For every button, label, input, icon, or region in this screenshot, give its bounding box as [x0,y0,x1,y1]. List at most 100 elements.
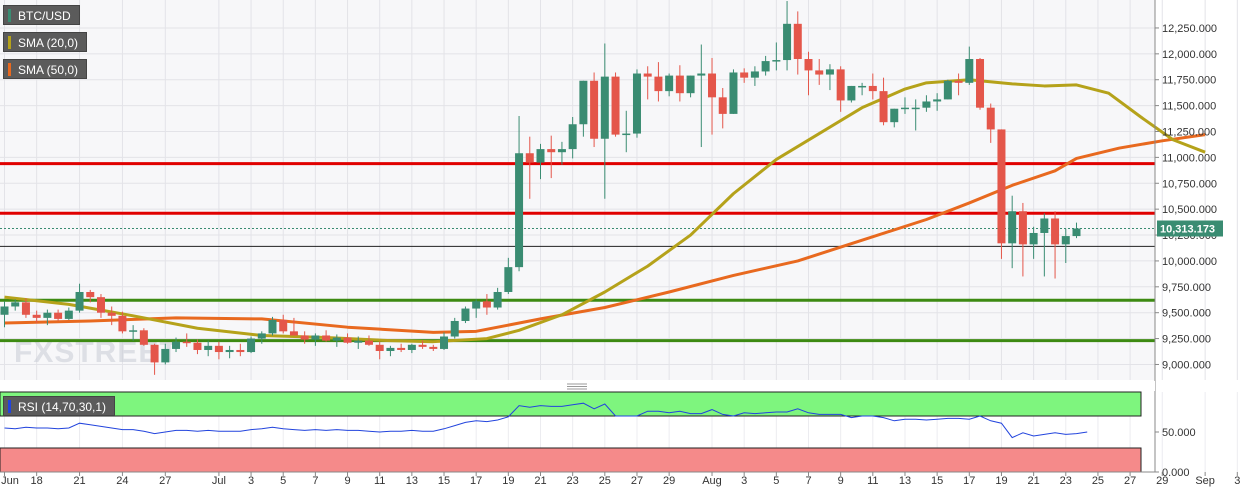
x-tick-label: 27 [631,475,643,487]
candle-body [193,342,202,350]
candle [825,64,834,91]
candle [965,46,974,85]
y-tick-label: 12,250.000 [1162,23,1217,35]
candle-body [204,345,213,350]
candle-body [289,331,298,336]
candle [450,317,459,339]
x-tick-label: 25 [599,475,611,487]
candle [161,343,170,365]
candle [590,72,599,148]
candle [343,333,352,344]
x-tick-label: 18 [31,475,43,487]
candle-body [632,73,641,134]
candle-body [836,69,845,101]
candle-body [922,101,931,108]
candle [911,99,920,131]
legend-rsi[interactable]: RSI (14,70,30,1) [3,396,116,416]
candle-body [472,301,481,309]
legend-rsi-label: RSI (14,70,30,1) [18,400,107,414]
candle-body [322,335,331,341]
candle [525,136,534,199]
candle [504,257,513,295]
candle [665,73,674,97]
candle [579,80,588,137]
candle-body [129,330,138,332]
candle-body [172,341,181,349]
candle-body [1051,218,1060,245]
y-tick-label: 12,000.000 [1162,49,1217,61]
price-axis: 12,250.000 12,000.000 11,750.000 11,500.000… [1154,0,1217,472]
candle-body [96,297,105,313]
candle [708,57,717,135]
candle-body [1061,236,1070,245]
candle-body [225,349,234,353]
candle-body [976,59,985,108]
candle [193,339,202,355]
current-price-label: 10,313.173 [1160,223,1215,235]
candle-body [622,133,631,136]
candle-body [804,59,813,71]
x-tick-label: 5 [280,475,286,487]
x-tick-label: 29 [1156,475,1168,487]
candle [354,336,363,349]
y-tick-label: 11,000.000 [1162,152,1216,164]
candle-body [75,291,84,311]
legend-sma20-label: SMA (20,0) [18,36,79,50]
x-tick-label: Jun [1,475,19,487]
x-tick-label: 15 [931,475,943,487]
candle [1029,226,1038,259]
horizontal-levels [0,162,1155,343]
candle-body [536,149,545,163]
legend-btcusd[interactable]: BTC/USD [3,5,80,25]
candle [740,68,749,83]
candle-body [247,338,256,353]
candle-body [954,80,963,83]
candle-body [450,320,459,337]
candle-body [525,153,534,163]
candle [214,341,223,360]
pane-splitter-handle[interactable] [0,381,1155,391]
x-tick-label: 24 [116,475,128,487]
candle [783,1,792,71]
candle [729,69,738,114]
x-tick-label: 21 [1027,475,1039,487]
x-tick-label: 11 [867,475,878,487]
candle-body [879,91,888,123]
candle [654,62,663,102]
candle [300,331,309,344]
candle-body [407,344,416,350]
candle [1040,213,1049,277]
candle-body [943,80,952,100]
candle [815,59,824,85]
candle [139,328,148,346]
candle-body [236,349,245,353]
x-tick-label: 19 [995,475,1007,487]
y-tick-label: 9,250.000 [1162,334,1211,346]
rsi-oversold-zone [0,447,1142,473]
candle-body [300,335,309,340]
candle [804,51,813,96]
x-tick-label: 3 [248,475,254,487]
y-tick-label: 11,500.000 [1162,101,1216,113]
candle-body [461,308,470,321]
candle [54,309,63,321]
x-tick-label: 27 [159,475,171,487]
legend-sma20[interactable]: SMA (20,0) [3,32,88,52]
candle [943,79,952,100]
x-tick-label: 3 [741,475,747,487]
candle [43,309,52,326]
candle [761,55,770,76]
legend-sma50[interactable]: SMA (50,0) [3,59,88,79]
candle-body [429,346,438,349]
candle-body [900,107,909,110]
candle-body [0,306,9,315]
candle-body [86,291,95,298]
candle-body [590,80,599,139]
candle [225,345,234,359]
candle-body [139,330,148,345]
candle [236,343,245,357]
candle [643,66,652,100]
candle-body [504,267,513,292]
candle-body [493,291,502,308]
